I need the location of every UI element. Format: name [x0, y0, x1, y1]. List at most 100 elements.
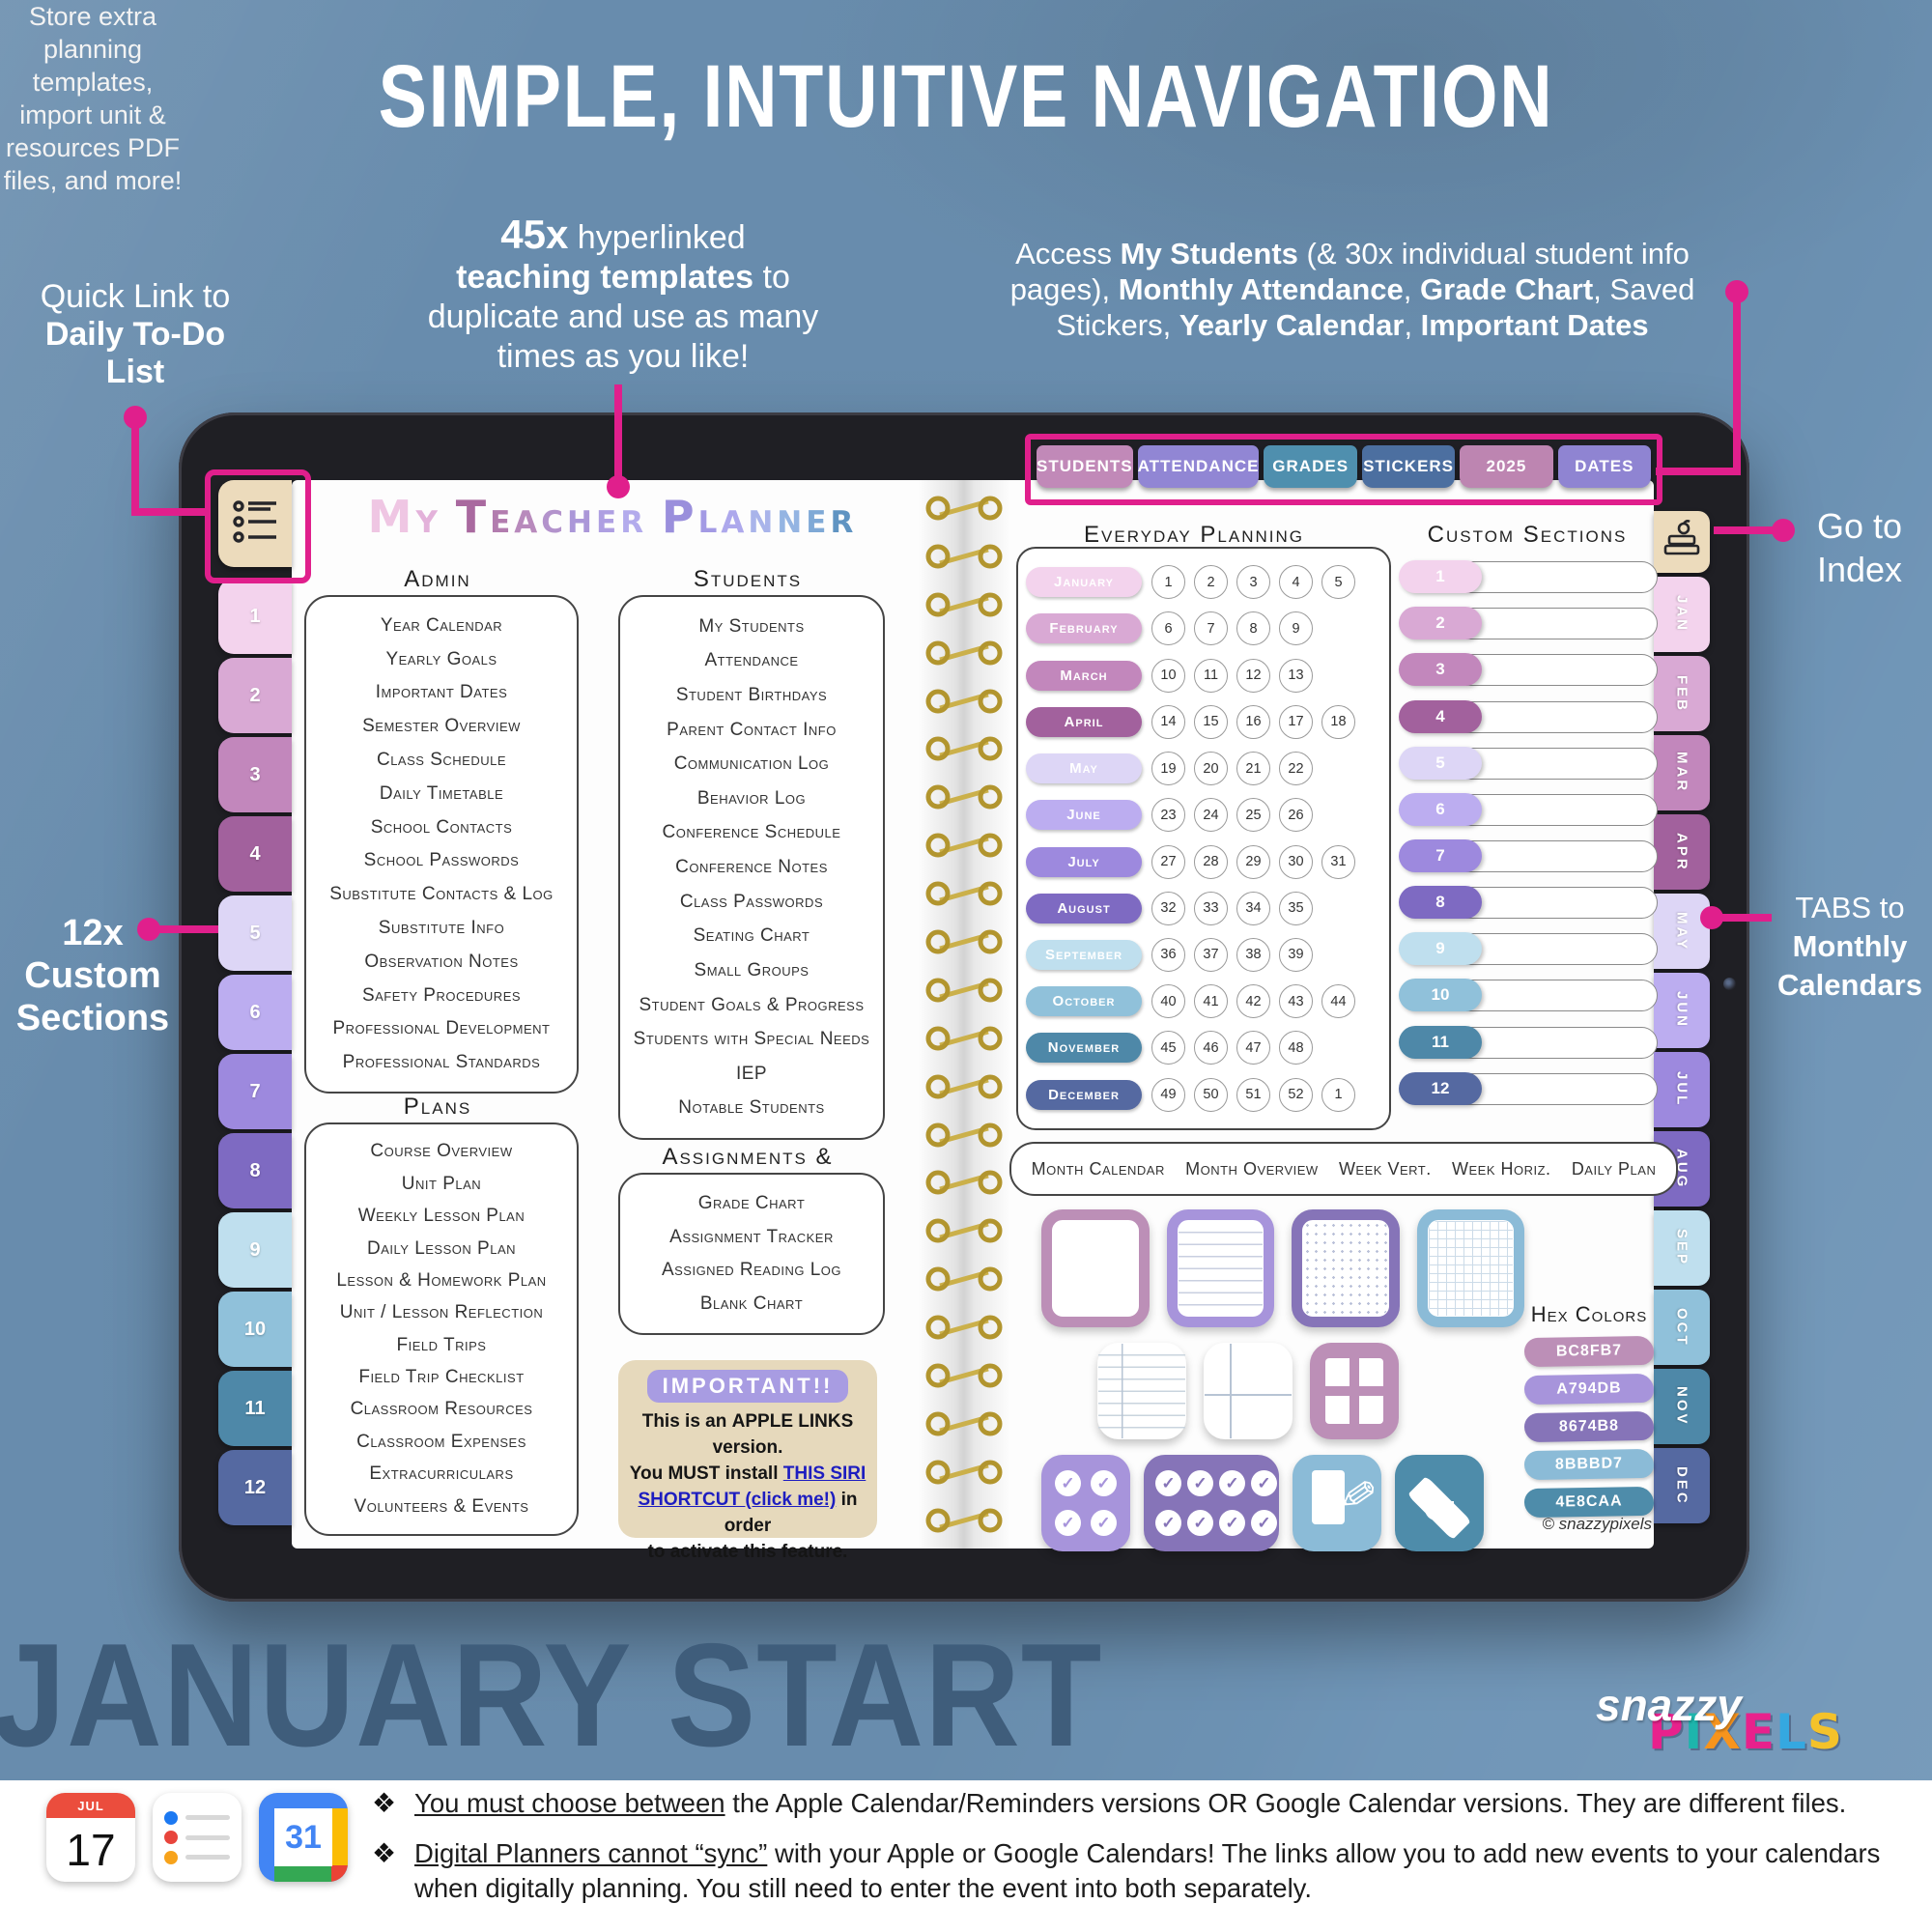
planner-link[interactable]: Professional Development	[332, 1018, 551, 1039]
week-number-link[interactable]: 33	[1194, 891, 1228, 925]
planner-link[interactable]: Daily Lesson Plan	[366, 1237, 517, 1259]
month-pill[interactable]: August	[1026, 893, 1142, 923]
view-link[interactable]: Month Overview	[1185, 1158, 1319, 1179]
month-tab[interactable]: SEP	[1654, 1210, 1710, 1286]
week-number-link[interactable]: 2	[1194, 565, 1228, 600]
planner-link[interactable]: Semester Overview	[362, 716, 521, 737]
view-link[interactable]: Week Vert.	[1338, 1158, 1432, 1179]
custom-section-row[interactable]: 2	[1399, 607, 1658, 640]
planner-link[interactable]: Class Passwords	[679, 891, 824, 912]
week-number-link[interactable]: 15	[1194, 704, 1228, 739]
custom-section-pill[interactable]: 11	[1399, 1025, 1482, 1059]
planner-link[interactable]: Student Goals & Progress	[639, 994, 865, 1015]
custom-section-row[interactable]: 12	[1399, 1071, 1658, 1105]
week-number-link[interactable]: 45	[1151, 1031, 1185, 1065]
planner-link[interactable]: Assigned Reading Log	[661, 1260, 842, 1281]
view-link[interactable]: Week Horiz.	[1451, 1158, 1551, 1179]
week-number-link[interactable]: 18	[1321, 704, 1355, 739]
top-tab[interactable]: ATTENDANCE	[1137, 445, 1260, 488]
month-tab[interactable]: MAR	[1654, 735, 1710, 810]
week-number-link[interactable]: 3	[1236, 565, 1270, 600]
custom-section-row[interactable]: 7	[1399, 838, 1658, 872]
planner-link[interactable]: Lesson & Homework Plan	[336, 1269, 547, 1291]
custom-section-tab[interactable]: 8	[218, 1133, 292, 1208]
month-pill[interactable]: June	[1026, 800, 1142, 831]
planner-link[interactable]: Important Dates	[375, 682, 508, 703]
custom-section-pill[interactable]: 1	[1399, 560, 1482, 594]
week-number-link[interactable]: 44	[1321, 984, 1355, 1019]
month-tab[interactable]: MAY	[1654, 894, 1710, 969]
week-number-link[interactable]: 46	[1194, 1031, 1228, 1065]
week-number-link[interactable]: 5	[1321, 565, 1355, 600]
week-number-link[interactable]: 27	[1151, 844, 1185, 879]
planner-link[interactable]: Substitute Contacts & Log	[329, 884, 554, 905]
custom-section-row[interactable]: 9	[1399, 932, 1658, 966]
week-number-link[interactable]: 37	[1194, 937, 1228, 972]
week-number-link[interactable]: 32	[1151, 891, 1185, 925]
month-pill[interactable]: February	[1026, 613, 1142, 644]
week-number-link[interactable]: 51	[1236, 1077, 1270, 1112]
week-number-link[interactable]: 38	[1236, 937, 1270, 972]
week-number-link[interactable]: 19	[1151, 752, 1185, 786]
planner-link[interactable]: School Contacts	[370, 816, 513, 838]
planner-link[interactable]: Weekly Lesson Plan	[357, 1206, 526, 1227]
week-number-link[interactable]: 50	[1194, 1077, 1228, 1112]
week-number-link[interactable]: 24	[1194, 798, 1228, 833]
planner-link[interactable]: Field Trips	[396, 1334, 487, 1355]
planner-link[interactable]: Conference Notes	[675, 857, 828, 877]
planner-link[interactable]: My Students	[698, 615, 805, 637]
month-tab[interactable]: FEB	[1654, 656, 1710, 731]
custom-section-pill[interactable]: 6	[1399, 792, 1482, 826]
custom-section-pill[interactable]: 3	[1399, 653, 1482, 687]
custom-section-row[interactable]: 3	[1399, 653, 1658, 687]
week-number-link[interactable]: 13	[1279, 658, 1313, 693]
custom-section-tab[interactable]: 4	[218, 816, 292, 892]
month-pill[interactable]: October	[1026, 986, 1142, 1017]
week-number-link[interactable]: 23	[1151, 798, 1185, 833]
month-tab[interactable]: JUL	[1654, 1052, 1710, 1127]
planner-link[interactable]: Parent Contact Info	[667, 719, 837, 740]
planner-link[interactable]: Attendance	[704, 650, 799, 671]
planner-link[interactable]: Observation Notes	[364, 951, 519, 972]
planner-link[interactable]: Conference Schedule	[662, 822, 841, 843]
daily-todo-tab[interactable]	[218, 480, 292, 567]
custom-section-row[interactable]: 1	[1399, 560, 1658, 594]
custom-section-row[interactable]: 4	[1399, 699, 1658, 733]
planner-link[interactable]: Classroom Expenses	[356, 1431, 526, 1452]
custom-section-row[interactable]: 11	[1399, 1025, 1658, 1059]
custom-section-tab[interactable]: 5	[218, 895, 292, 971]
planner-link[interactable]: Unit Plan	[401, 1173, 482, 1194]
month-tab[interactable]: NOV	[1654, 1369, 1710, 1444]
month-pill[interactable]: May	[1026, 753, 1142, 784]
week-number-link[interactable]: 25	[1236, 798, 1270, 833]
custom-section-row[interactable]: 10	[1399, 979, 1658, 1012]
month-pill[interactable]: April	[1026, 706, 1142, 737]
planner-link[interactable]: Notable Students	[678, 1097, 825, 1119]
index-tab[interactable]	[1654, 511, 1710, 573]
week-number-link[interactable]: 1	[1321, 1077, 1355, 1112]
week-number-link[interactable]: 26	[1279, 798, 1313, 833]
week-number-link[interactable]: 34	[1236, 891, 1270, 925]
month-tab[interactable]: OCT	[1654, 1290, 1710, 1365]
week-number-link[interactable]: 1	[1151, 565, 1185, 600]
week-number-link[interactable]: 11	[1194, 658, 1228, 693]
week-number-link[interactable]: 30	[1279, 844, 1313, 879]
week-number-link[interactable]: 40	[1151, 984, 1185, 1019]
month-pill[interactable]: March	[1026, 660, 1142, 691]
week-number-link[interactable]: 28	[1194, 844, 1228, 879]
week-number-link[interactable]: 49	[1151, 1077, 1185, 1112]
important-text-segment[interactable]: SHORTCUT (click me!)	[638, 1490, 837, 1510]
week-number-link[interactable]: 20	[1194, 752, 1228, 786]
week-number-link[interactable]: 52	[1279, 1077, 1313, 1112]
custom-section-pill[interactable]: 12	[1399, 1071, 1482, 1105]
custom-section-pill[interactable]: 5	[1399, 746, 1482, 780]
top-tab[interactable]: GRADES	[1264, 445, 1357, 488]
week-number-link[interactable]: 35	[1279, 891, 1313, 925]
planner-link[interactable]: Students with Special Needs	[633, 1029, 870, 1050]
planner-link[interactable]: Behavior Log	[696, 787, 807, 809]
planner-link[interactable]: Seating Chart	[693, 925, 810, 947]
custom-section-pill[interactable]: 10	[1399, 979, 1482, 1012]
month-pill[interactable]: September	[1026, 939, 1142, 970]
week-number-link[interactable]: 42	[1236, 984, 1270, 1019]
custom-section-pill[interactable]: 4	[1399, 699, 1482, 733]
